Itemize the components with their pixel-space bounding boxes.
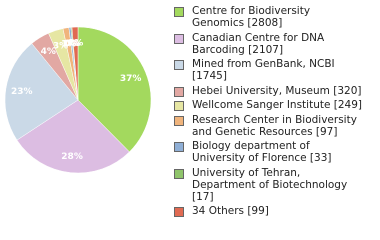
legend-swatch — [174, 142, 184, 152]
slice-label: 28% — [61, 152, 83, 162]
legend-swatch — [174, 60, 184, 70]
slice-label: 37% — [120, 74, 142, 84]
legend-label: Hebei University, Museum [320] — [192, 84, 362, 97]
legend-item: Centre for Biodiversity Genomics [2808] — [174, 5, 374, 29]
legend-label: Research Center in Biodiversity and Gene… — [192, 113, 357, 138]
slice-label: 0% — [64, 39, 79, 49]
legend-swatch — [174, 33, 184, 44]
legend-item: Research Center in Biodiversity and Gene… — [174, 114, 374, 138]
legend-item: Wellcome Sanger Institute [249] — [174, 99, 374, 111]
legend-label: Centre for Biodiversity Genomics [2808] — [192, 5, 311, 29]
legend-item: Canadian Centre for DNA Barcoding [2107] — [174, 32, 374, 56]
slice-label: 23% — [11, 87, 33, 97]
pie-slice — [16, 99, 130, 174]
pie-chart: 37%28%23%4%3%1%0%0%1% — [4, 26, 152, 174]
pie-slice — [4, 43, 79, 141]
legend-swatch — [174, 115, 184, 126]
slice-label: 4% — [41, 47, 56, 57]
legend-item: Mined from GenBank, NCBI [1745] — [174, 58, 374, 82]
legend-item: 34 Others [99] — [174, 205, 374, 217]
legend-swatch — [174, 168, 184, 179]
legend-label: Canadian Centre for DNA Barcoding [2107] — [192, 31, 325, 56]
slice-label: 1% — [68, 39, 83, 49]
legend: Centre for Biodiversity Genomics [2808] C… — [174, 5, 374, 220]
slice-label: 0% — [65, 39, 80, 49]
legend-item: University of Tehran, Department of Biot… — [174, 167, 374, 203]
legend-swatch — [174, 207, 184, 217]
legend-label: 34 Others [99] — [192, 205, 269, 217]
slice-label: 3% — [53, 41, 68, 51]
legend-swatch — [174, 86, 184, 97]
legend-swatch — [174, 101, 184, 111]
legend-swatch — [174, 7, 184, 17]
legend-label: University of Tehran, Department of Biot… — [192, 166, 348, 203]
legend-label: Mined from GenBank, NCBI [1745] — [192, 58, 335, 82]
legend-label: Wellcome Sanger Institute [249] — [192, 99, 362, 111]
pie-slice — [71, 26, 79, 101]
slice-label: 1% — [61, 39, 76, 49]
legend-label: Biology department of University of Flor… — [192, 140, 332, 164]
legend-item: Hebei University, Museum [320] — [174, 85, 374, 97]
pie-slice — [77, 26, 152, 153]
legend-item: Biology department of University of Flor… — [174, 140, 374, 164]
